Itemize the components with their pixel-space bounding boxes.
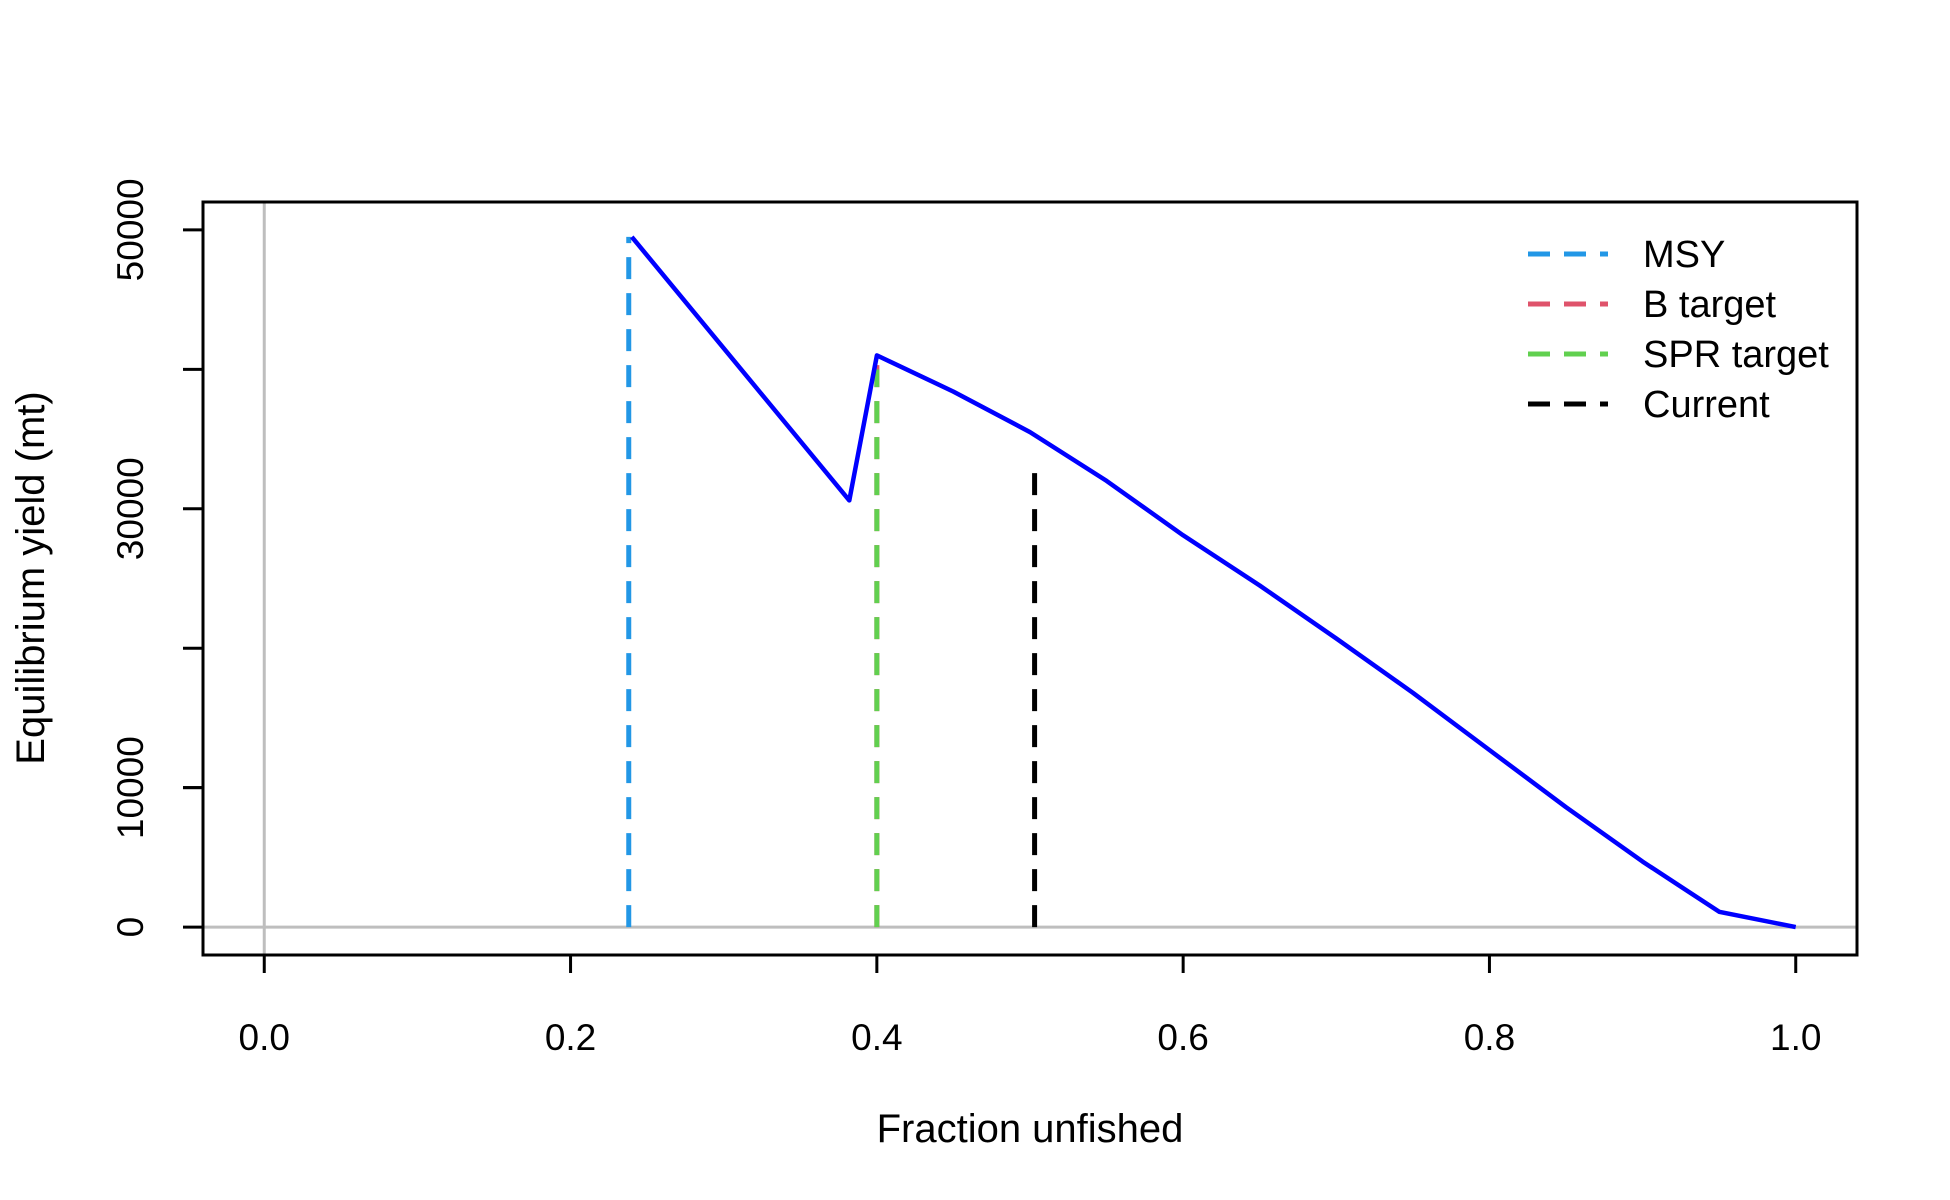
- plot-frame: [201, 200, 1859, 957]
- x-tick-label: 0.4: [851, 1017, 902, 1058]
- x-tick-label: 1.0: [1770, 1017, 1821, 1058]
- y-tick-label: 50000: [110, 178, 151, 281]
- y-axis: 0 10000 30000 50000: [110, 178, 203, 937]
- x-axis-title: Fraction unfished: [877, 1107, 1184, 1151]
- yield-curve: [630, 235, 1797, 930]
- y-tick-label: 30000: [110, 457, 151, 560]
- y-axis-title: Equilibrium yield (mt): [9, 391, 53, 764]
- legend-label: SPR target: [1643, 334, 1829, 376]
- x-tick-label: 0.6: [1157, 1017, 1208, 1058]
- legend-label: Current: [1643, 384, 1770, 426]
- reference-lines: [203, 202, 1857, 955]
- series-line: [630, 235, 1797, 930]
- legend-label: B target: [1643, 284, 1777, 326]
- legend: MSY B target SPR target Current: [1528, 234, 1829, 426]
- legend-label: MSY: [1643, 234, 1725, 276]
- y-tick-label: 10000: [110, 736, 151, 839]
- x-tick-label: 0.8: [1464, 1017, 1515, 1058]
- x-tick-label: 0.2: [545, 1017, 596, 1058]
- y-tick-label: 0: [110, 917, 151, 938]
- x-tick-label: 0.0: [239, 1017, 290, 1058]
- reference-point-markers: [626, 236, 1038, 928]
- x-axis: 0.0 0.2 0.4 0.6 0.8 1.0: [239, 955, 1821, 1058]
